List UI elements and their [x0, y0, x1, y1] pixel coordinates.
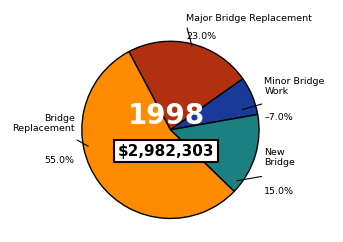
- Wedge shape: [129, 41, 243, 130]
- Text: New
Bridge: New Bridge: [264, 148, 295, 167]
- Text: Bridge
Replacement: Bridge Replacement: [12, 114, 75, 133]
- Text: $2,982,303: $2,982,303: [118, 144, 214, 159]
- Text: 23.0%: 23.0%: [186, 32, 216, 41]
- Text: Minor Bridge
Work: Minor Bridge Work: [264, 77, 325, 96]
- Text: Major Bridge Replacement: Major Bridge Replacement: [186, 14, 312, 23]
- Text: 55.0%: 55.0%: [45, 156, 75, 166]
- Wedge shape: [82, 52, 234, 219]
- Wedge shape: [170, 114, 259, 191]
- Wedge shape: [170, 79, 258, 130]
- Text: 1998: 1998: [128, 102, 204, 130]
- Text: 15.0%: 15.0%: [264, 187, 294, 196]
- Text: –7.0%: –7.0%: [264, 113, 293, 122]
